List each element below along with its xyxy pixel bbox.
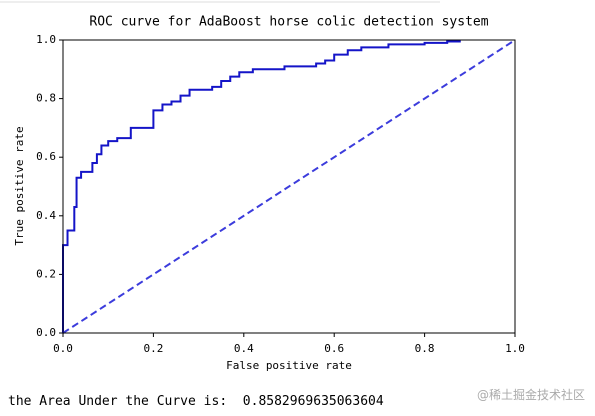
x-tick-label: 0.8 (415, 342, 435, 355)
watermark: @稀土掘金技术社区 (476, 388, 585, 402)
y-tick-label: 0.8 (36, 92, 56, 105)
y-axis-label: True positive rate (13, 126, 26, 245)
y-tick-label: 0.0 (36, 326, 56, 339)
x-tick-label: 0.4 (234, 342, 254, 355)
x-tick-label: 0.2 (143, 342, 163, 355)
y-tick-label: 1.0 (36, 33, 56, 46)
diagonal-line (62, 39, 516, 334)
chart: ROC curve for AdaBoost horse colic detec… (0, 1, 525, 372)
x-axis-label: False positive rate (226, 359, 352, 372)
roc-curve (62, 40, 461, 333)
chart-title: ROC curve for AdaBoost horse colic detec… (89, 15, 488, 30)
y-tick-label: 0.2 (36, 267, 56, 280)
x-tick-label: 1.0 (505, 342, 525, 355)
x-tick-label: 0.6 (324, 342, 344, 355)
console-output: the Area Under the Curve is: 0.858296963… (8, 394, 384, 409)
plot-frame (62, 39, 516, 334)
x-tick-label: 0.0 (53, 342, 73, 355)
y-tick-label: 0.6 (36, 150, 56, 163)
y-tick-label: 0.4 (36, 209, 56, 222)
